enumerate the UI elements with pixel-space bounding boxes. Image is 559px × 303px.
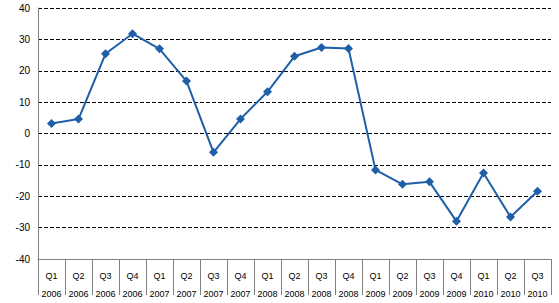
svg-text:Q3: Q3 [531, 271, 543, 281]
svg-text:Q1: Q1 [45, 271, 57, 281]
svg-text:2007: 2007 [176, 289, 196, 299]
svg-text:2007: 2007 [230, 289, 250, 299]
svg-text:Q4: Q4 [234, 271, 246, 281]
svg-text:Q4: Q4 [450, 271, 462, 281]
svg-text:Q2: Q2 [72, 271, 84, 281]
svg-text:10: 10 [19, 97, 31, 108]
svg-text:Q3: Q3 [99, 271, 111, 281]
svg-text:2008: 2008 [257, 289, 277, 299]
svg-text:-20: -20 [16, 191, 31, 202]
svg-text:Q3: Q3 [423, 271, 435, 281]
svg-text:Q2: Q2 [180, 271, 192, 281]
svg-text:Q3: Q3 [207, 271, 219, 281]
svg-text:2009: 2009 [392, 289, 412, 299]
svg-text:2006: 2006 [41, 289, 61, 299]
svg-text:2006: 2006 [122, 289, 142, 299]
svg-text:40: 40 [19, 3, 31, 14]
svg-text:2010: 2010 [473, 289, 493, 299]
svg-text:Q4: Q4 [126, 271, 138, 281]
svg-text:Q1: Q1 [477, 271, 489, 281]
svg-text:Q1: Q1 [153, 271, 165, 281]
svg-text:2008: 2008 [338, 289, 358, 299]
svg-text:2007: 2007 [203, 289, 223, 299]
svg-text:Q3: Q3 [315, 271, 327, 281]
svg-text:-40: -40 [16, 254, 31, 265]
svg-text:30: 30 [19, 34, 31, 45]
svg-text:2010: 2010 [527, 289, 547, 299]
svg-text:Q1: Q1 [261, 271, 273, 281]
svg-text:2010: 2010 [500, 289, 520, 299]
svg-text:2006: 2006 [95, 289, 115, 299]
svg-text:Q2: Q2 [288, 271, 300, 281]
svg-text:-10: -10 [16, 159, 31, 170]
svg-text:-30: -30 [16, 222, 31, 233]
svg-text:20: 20 [19, 65, 31, 76]
svg-text:2009: 2009 [365, 289, 385, 299]
svg-text:0: 0 [24, 128, 30, 139]
svg-text:Q4: Q4 [342, 271, 354, 281]
svg-text:2007: 2007 [149, 289, 169, 299]
svg-text:2009: 2009 [446, 289, 466, 299]
svg-text:Q1: Q1 [369, 271, 381, 281]
svg-text:2008: 2008 [311, 289, 331, 299]
svg-text:2008: 2008 [284, 289, 304, 299]
svg-text:Q2: Q2 [396, 271, 408, 281]
svg-text:2009: 2009 [419, 289, 439, 299]
svg-text:2006: 2006 [68, 289, 88, 299]
svg-text:Q2: Q2 [504, 271, 516, 281]
